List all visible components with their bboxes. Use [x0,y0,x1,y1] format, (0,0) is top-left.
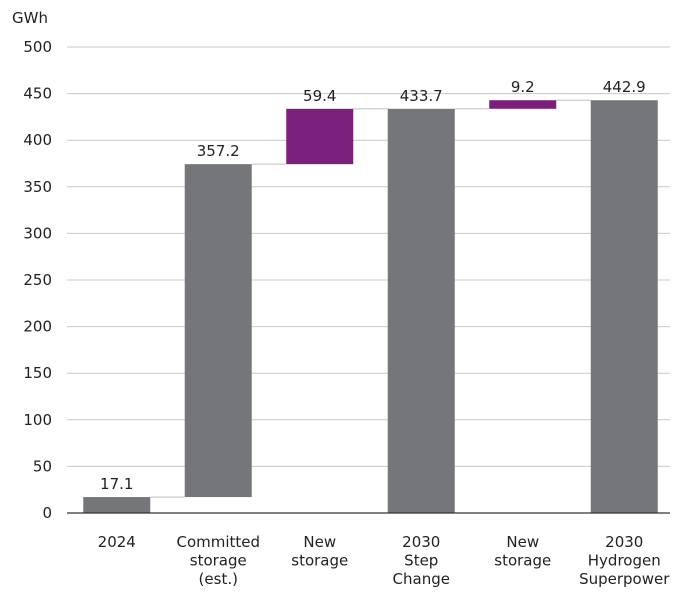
data-labels: 17.1 357.2 59.4 433.7 9.2 442.9 [100,78,646,493]
y-tick-label: 50 [33,457,52,475]
data-label-3: 59.4 [303,87,336,105]
bar-4 [387,108,455,514]
data-label-4: 433.7 [400,87,443,105]
data-label-1: 17.1 [100,475,133,493]
y-tick-label: 200 [23,318,52,336]
category-labels: 2024 Committed storage (est.) New storage 2030… [98,533,671,588]
connector-lines [150,99,591,498]
data-label-5: 9.2 [511,78,535,96]
bar-1 [83,497,151,513]
bar-6 [590,100,658,514]
y-tick-label: 0 [42,504,52,522]
data-label-6: 442.9 [603,78,646,96]
gridlines [67,46,670,467]
category-label-1: 2024 [98,533,136,551]
category-label-3: New storage [291,533,348,570]
bar-3 [286,108,354,165]
y-tick-label: 300 [23,224,52,242]
category-label-5: New storage [494,533,551,570]
y-tick-label: 250 [23,271,52,289]
category-label-2: Committed storage (est.) [176,533,260,588]
data-label-2: 357.2 [197,142,240,160]
y-tick-label: 100 [23,411,52,429]
y-tick-label: 400 [23,131,52,149]
bar-5 [489,100,557,109]
y-tick-labels: 0 50 100 150 200 250 300 350 400 450 500 [23,38,52,522]
y-tick-label: 500 [23,38,52,56]
y-tick-label: 350 [23,178,52,196]
category-label-4: 2030 Step Change [393,533,450,588]
bar-2 [184,164,252,498]
category-label-6: 2030 Hydrogen Superpower [579,533,670,588]
y-tick-label: 150 [23,364,52,382]
bars [83,100,658,514]
y-axis-unit: GWh [12,9,48,27]
y-tick-label: 450 [23,85,52,103]
